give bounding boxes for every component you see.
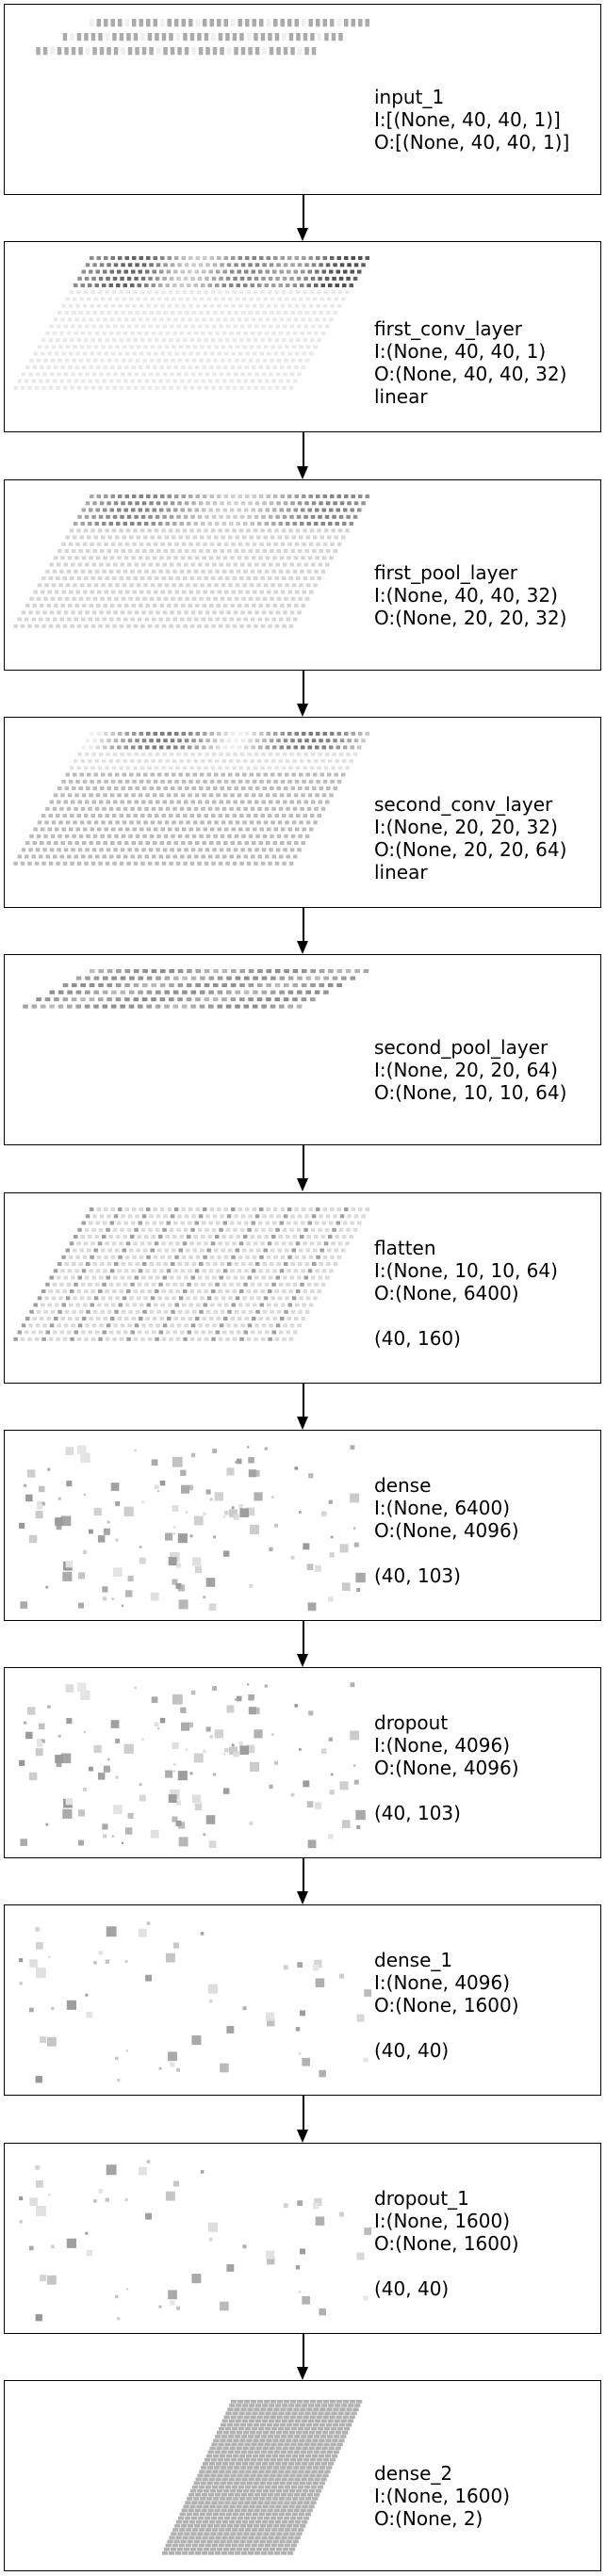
layer-info-line: I:(None, 40, 40, 1) [374,340,547,364]
layer-info-line: O:(None, 1600) [374,2231,519,2255]
connection-arrow [297,1620,308,1668]
connection-arrow [297,1145,308,1192]
feature-map-visualization [19,1682,366,1849]
arrow-head-icon [297,2129,308,2143]
layer-name: first_pool_layer [374,560,517,584]
layer-info-line: (40, 103) [374,1802,461,1825]
arrow-head-icon [297,1891,308,1905]
layer-name: dropout_1 [374,2186,469,2210]
layer-box-dropout-1: dropout_1 I:(None, 1600) O:(None, 1600) (40… [4,2142,601,2334]
layer-label: dropout_1 I:(None, 1600) O:(None, 1600) (40… [374,2187,519,2300]
layer-label: dense_2 I:(None, 1600) O:(None, 2) [374,2462,510,2530]
connection-arrow [297,195,308,242]
feature-map-visualization [19,1921,372,2083]
layer-info-line: O:(None, 4096) [374,1518,519,1542]
layer-box-dropout: dropout I:(None, 4096) O:(None, 4096) (40, … [4,1667,601,1859]
layer-info-line [374,1542,519,1564]
layer-info-line: O:(None, 20, 20, 32) [374,606,567,629]
layer-info-line: I:(None, 6400) [374,1496,511,1519]
layer-info-line: I:(None, 1600) [374,2485,511,2507]
layer-label: dense I:(None, 6400) O:(None, 4096) (40, 10… [374,1474,519,1587]
layer-name: second_conv_layer [374,792,553,816]
layer-label: dense_1 I:(None, 4096) O:(None, 1600) (40, … [374,1949,519,2062]
feature-map-visualization [19,2159,372,2322]
feature-map-visualization [13,1207,369,1341]
connection-arrow [297,1383,308,1430]
feature-map-visualization [13,494,369,628]
layer-name: dense_1 [374,1949,453,1972]
layer-box-dense-1: dense_1 I:(None, 4096) O:(None, 1600) (40, … [4,1904,601,2097]
layer-info-line: O:(None, 4096) [374,1757,519,1780]
connection-arrow [297,2333,308,2380]
layer-info-line: I:(None, 20, 20, 64) [374,1059,558,1082]
layer-box-flatten: flatten I:(None, 10, 10, 64) O:(None, 6400… [4,1191,601,1384]
layer-info-line: O:(None, 40, 40, 32) [374,363,567,386]
layer-box-second-pool-layer: second_pool_layer I:(None, 20, 20, 64) O:(… [4,954,601,1146]
feature-map-visualization [23,969,369,1009]
layer-name: dense [374,1473,432,1497]
layer-name: second_pool_layer [374,1036,549,1060]
arrow-head-icon [297,465,308,479]
feature-map-visualization [13,256,369,391]
layer-info-line: linear [374,860,428,883]
layer-info-line: I:(None, 4096) [374,1734,511,1758]
layer-name: input_1 [374,86,445,108]
connection-arrow [297,432,308,479]
arrow-head-icon [297,703,308,717]
layer-label: input_1 I:[(None, 40, 40, 1)] O:[(None, 40… [374,86,569,154]
layer-info-line: (40, 40) [374,2276,450,2300]
feature-map-visualization [36,19,369,56]
arrow-head-icon [297,1178,308,1192]
layer-label: first_conv_layer I:(None, 40, 40, 1) O:(No… [374,317,566,408]
layer-name: flatten [374,1236,436,1259]
layer-box-first-conv-layer: first_conv_layer I:(None, 40, 40, 1) O:(No… [4,241,601,433]
layer-box-dense: dense I:(None, 6400) O:(None, 4096) (40, 10… [4,1429,601,1621]
layer-info-line [374,2017,519,2039]
layer-info-line: O:(None, 10, 10, 64) [374,1081,567,1105]
connection-arrow [297,2096,308,2143]
layer-info-line: O:(None, 1600) [374,1994,519,2017]
arrow-head-icon [297,941,308,955]
layer-info-line: I:(None, 1600) [374,2209,511,2232]
layer-label: flatten I:(None, 10, 10, 64) O:(None, 6400… [374,1237,558,1350]
layer-info-line [374,2255,519,2277]
feature-map-visualization [13,731,369,866]
connection-arrow [297,907,308,955]
layer-info-line: (40, 40) [374,2039,450,2063]
connection-arrow [297,1858,308,1905]
layer-name: dropout [374,1711,449,1735]
layer-box-first-pool-layer: first_pool_layer I:(None, 40, 40, 32) O:(N… [4,478,601,671]
layer-name: dense_2 [374,2462,453,2485]
layer-info-line: I:(None, 20, 20, 32) [374,815,558,838]
layer-info-line: (40, 103) [374,1563,461,1587]
layer-info-line: I:[(None, 40, 40, 1)] [374,108,561,131]
arrow-head-icon [297,2366,308,2380]
arrow-head-icon [297,228,308,242]
layer-info-line: O:(None, 2) [374,2507,483,2530]
layer-name: first_conv_layer [374,317,523,341]
layer-info-line: I:(None, 10, 10, 64) [374,1258,558,1282]
arrow-head-icon [297,1416,308,1430]
layer-info-line: I:(None, 40, 40, 32) [374,583,558,607]
layer-label: dropout I:(None, 4096) O:(None, 4096) (40, … [374,1711,519,1824]
layer-box-input-1: input_1 I:[(None, 40, 40, 1)] O:[(None, 40… [4,4,601,195]
layer-info-line: I:(None, 4096) [374,1971,511,1995]
layer-label: second_pool_layer I:(None, 20, 20, 64) O:(… [374,1036,566,1104]
layer-info-line: O:[(None, 40, 40, 1)] [374,131,570,154]
layer-box-dense-2: dense_2 I:(None, 1600) O:(None, 2) [4,2380,601,2571]
feature-map-visualization [161,2400,363,2555]
layer-info-line [374,1304,558,1327]
arrow-head-icon [297,1654,308,1668]
layer-info-line: linear [374,385,428,409]
feature-map-visualization [19,1445,366,1611]
layer-info-line [374,1779,519,1802]
layer-info-line: O:(None, 20, 20, 64) [374,837,567,861]
layer-label: second_conv_layer I:(None, 20, 20, 32) O:(… [374,793,566,883]
layer-info-line: (40, 160) [374,1326,461,1350]
layer-box-second-conv-layer: second_conv_layer I:(None, 20, 20, 32) O:(… [4,716,601,908]
layer-label: first_pool_layer I:(None, 40, 40, 32) O:(N… [374,561,566,629]
connection-arrow [297,670,308,717]
layer-info-line: O:(None, 6400) [374,1281,519,1304]
